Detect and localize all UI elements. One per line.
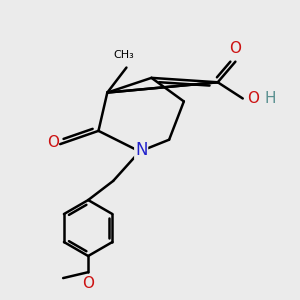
Text: CH₃: CH₃ [113, 50, 134, 60]
Text: O: O [47, 135, 59, 150]
Text: O: O [82, 276, 94, 291]
Text: O: O [247, 91, 259, 106]
Text: O: O [230, 41, 242, 56]
Text: H: H [265, 91, 276, 106]
Text: N: N [135, 141, 147, 159]
